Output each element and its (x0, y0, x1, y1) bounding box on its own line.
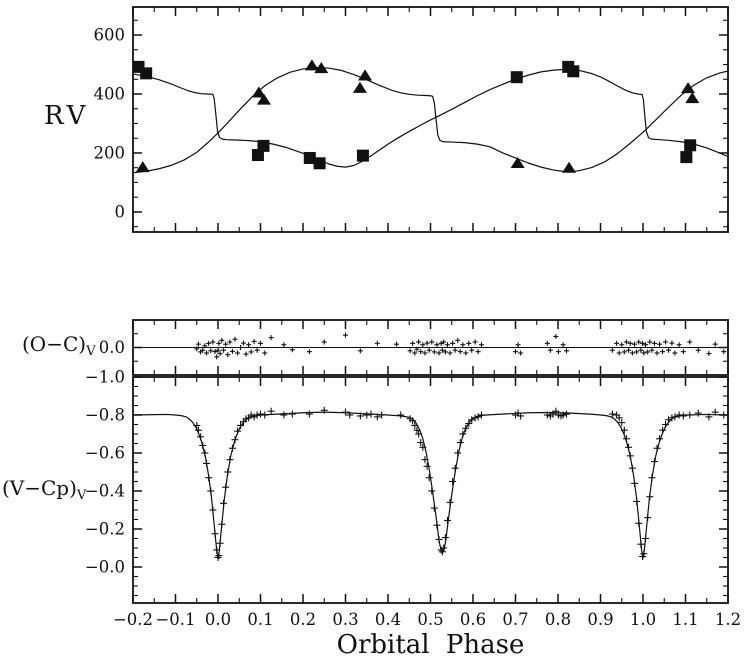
x-tick-label: 0.1 (247, 610, 273, 629)
x-tick-label: 0.9 (587, 610, 613, 629)
secondary-rv-model-curve (132, 66, 729, 174)
x-tick-label: 0.6 (460, 610, 486, 629)
x-tick-label: 0.3 (332, 610, 358, 629)
light-curve-model (132, 411, 729, 559)
primary-rv-observations-marker (251, 149, 264, 162)
x-tick-label: 1.0 (630, 610, 656, 629)
x-tick-label: 0.8 (545, 610, 571, 629)
y-tick-label: 200 (94, 143, 126, 162)
primary-rv-observations-marker (313, 157, 326, 170)
secondary-rv-observations-marker (352, 81, 367, 93)
rv-axis-label-text: RV (44, 101, 90, 131)
secondary-rv-observations-marker (256, 93, 271, 105)
radial-velocity-panel: 0 200 400 600 (94, 6, 729, 233)
y-tick-label: −0.8 (85, 405, 125, 424)
primary-rv-observations-marker (303, 151, 316, 164)
x-axis-title-text: Orbital Phase (336, 630, 525, 660)
secondary-rv-observations-marker (510, 156, 525, 169)
oc-axis-label-subscript: V (86, 343, 96, 359)
primary-rv-observations-marker (132, 60, 145, 73)
x-axis-title: Orbital Phase (133, 630, 728, 660)
rv-axis-label: RV (44, 101, 89, 131)
light-curve-panel-border (132, 376, 729, 604)
x-tick-label: −0.2 (113, 610, 153, 629)
secondary-rv-observations-marker (135, 161, 150, 173)
primary-rv-observations-marker (356, 149, 369, 162)
primary-rv-observations-marker (257, 139, 270, 152)
vcp-axis-label-text: (V−Cp) (2, 476, 77, 500)
secondary-rv-observations-marker (304, 59, 319, 71)
oc-axis-label: (O−C)V (22, 332, 96, 359)
x-tick-label: 0.4 (375, 610, 401, 629)
primary-rv-observations-marker (684, 139, 697, 152)
y-tick-label: −0.2 (85, 519, 125, 538)
x-tick-label: 0.2 (290, 610, 316, 629)
y-tick-label: −0.6 (85, 443, 125, 462)
y-tick-label: 400 (94, 84, 126, 103)
oc-residuals-panel: 0.0 (99, 319, 729, 376)
x-tick-label: −0.1 (155, 610, 195, 629)
secondary-rv-observations-marker (685, 92, 700, 104)
primary-rv-observations-marker (140, 67, 153, 80)
oc-axis-label-text: (O−C) (22, 332, 87, 356)
light-curve-panel: −1.0−0.8−0.6−0.4−0.2−0.0−0.2 −0.1 0.0 0.1 0.… (85, 368, 741, 630)
x-tick-label: 1.2 (715, 610, 741, 629)
y-tick-label: 0.0 (99, 338, 125, 357)
y-tick-label: −0.0 (85, 557, 125, 576)
x-tick-label: 0.0 (205, 610, 231, 629)
x-tick-label: 0.5 (417, 610, 443, 629)
primary-rv-model-curve (132, 68, 729, 168)
vcp-axis-label-subscript: V (76, 487, 87, 503)
secondary-rv-observations-marker (251, 86, 266, 98)
secondary-rv-observations-marker (358, 69, 373, 81)
vcp-axis-label: (V−Cp)V (2, 476, 86, 503)
y-tick-label: −1.0 (85, 368, 125, 387)
secondary-rv-observations-marker (314, 62, 329, 74)
y-tick-label: 0 (115, 202, 126, 221)
x-tick-label: 0.7 (502, 610, 528, 629)
secondary-rv-observations-marker (562, 161, 577, 173)
primary-rv-observations-marker (680, 151, 693, 164)
primary-rv-observations-marker (567, 65, 580, 78)
y-tick-label: −0.4 (85, 481, 125, 500)
x-tick-label: 1.1 (672, 610, 698, 629)
y-tick-label: 600 (94, 26, 126, 45)
secondary-rv-observations-marker (681, 82, 696, 94)
primary-rv-observations-marker (510, 71, 523, 84)
